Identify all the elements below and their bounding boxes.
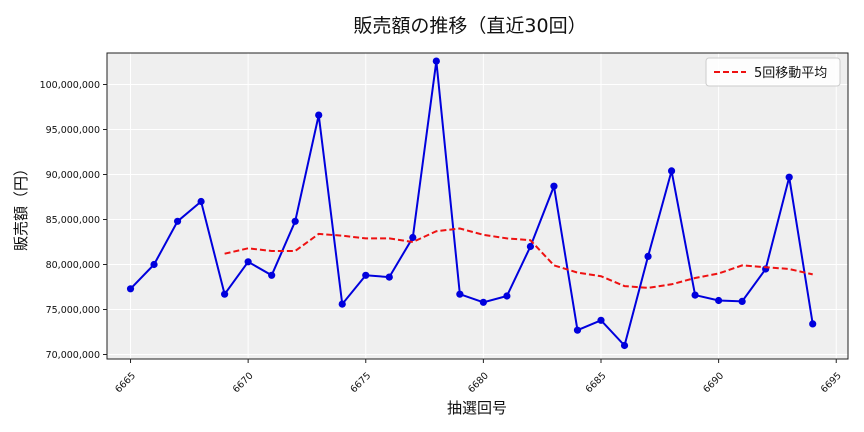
sales-point bbox=[432, 57, 440, 65]
sales-point bbox=[126, 285, 135, 293]
sales-point bbox=[691, 291, 699, 299]
x-tick-label: 6690 bbox=[701, 370, 726, 395]
sales-point bbox=[197, 197, 205, 206]
sales-point bbox=[244, 258, 252, 266]
sales-point bbox=[362, 271, 370, 279]
sales-line bbox=[129, 60, 814, 348]
y-tick-label: 90,000,000 bbox=[46, 170, 100, 181]
legend: 5回移動平均 bbox=[705, 57, 841, 87]
sales-point bbox=[503, 292, 511, 300]
sales-point bbox=[715, 296, 723, 305]
y-tick-label: 95,000,000 bbox=[46, 125, 100, 136]
y-tick-label: 100,000,000 bbox=[40, 80, 100, 91]
y-tick-label: 70,000,000 bbox=[46, 350, 100, 361]
moving-average-line bbox=[224, 227, 813, 289]
sales-point bbox=[550, 182, 558, 190]
x-axis-ticks: 6665 6670 6675 6680 6685 6690 6695 bbox=[113, 359, 844, 395]
sales-point bbox=[338, 300, 346, 308]
x-tick-label: 6665 bbox=[113, 370, 138, 395]
x-tick-label: 6675 bbox=[348, 370, 373, 395]
x-axis-label: 抽選回号 bbox=[447, 399, 507, 417]
sales-point bbox=[597, 316, 605, 324]
x-tick-label: 6680 bbox=[466, 370, 491, 395]
y-axis-ticks: 70,000,000 75,000,000 80,000,000 85,000,000… bbox=[40, 80, 107, 361]
sales-point bbox=[173, 217, 182, 225]
sales-point bbox=[385, 273, 393, 281]
sales-point bbox=[221, 290, 229, 298]
sales-point bbox=[785, 173, 793, 181]
sales-point bbox=[644, 252, 652, 260]
y-axis-label: 販売額（円） bbox=[12, 161, 30, 251]
y-tick-label: 80,000,000 bbox=[46, 260, 100, 271]
x-tick-label: 6670 bbox=[231, 370, 256, 395]
sales-point bbox=[526, 242, 535, 251]
legend-label-moving-average: 5回移動平均 bbox=[754, 66, 827, 81]
x-tick-label: 6685 bbox=[584, 370, 609, 395]
sales-point bbox=[573, 326, 582, 334]
plot-area bbox=[107, 53, 848, 359]
sales-point bbox=[150, 260, 158, 269]
legend-box bbox=[705, 57, 841, 87]
y-tick-label: 75,000,000 bbox=[46, 305, 100, 316]
sales-point bbox=[738, 297, 746, 305]
chart-title: 販売額の推移（直近30回） bbox=[353, 15, 586, 37]
sales-point bbox=[667, 167, 676, 175]
sales-point bbox=[268, 271, 276, 279]
series-layer bbox=[126, 57, 817, 350]
y-tick-label: 85,000,000 bbox=[46, 215, 100, 226]
sales-point bbox=[409, 233, 417, 242]
sales-point bbox=[620, 341, 629, 350]
sales-point bbox=[809, 320, 817, 328]
sales-point bbox=[315, 111, 323, 119]
sales-point bbox=[456, 290, 464, 298]
x-tick-label: 6695 bbox=[819, 370, 844, 395]
sales-point bbox=[479, 298, 487, 306]
sales-point bbox=[291, 217, 299, 225]
plot-frame bbox=[106, 52, 849, 360]
